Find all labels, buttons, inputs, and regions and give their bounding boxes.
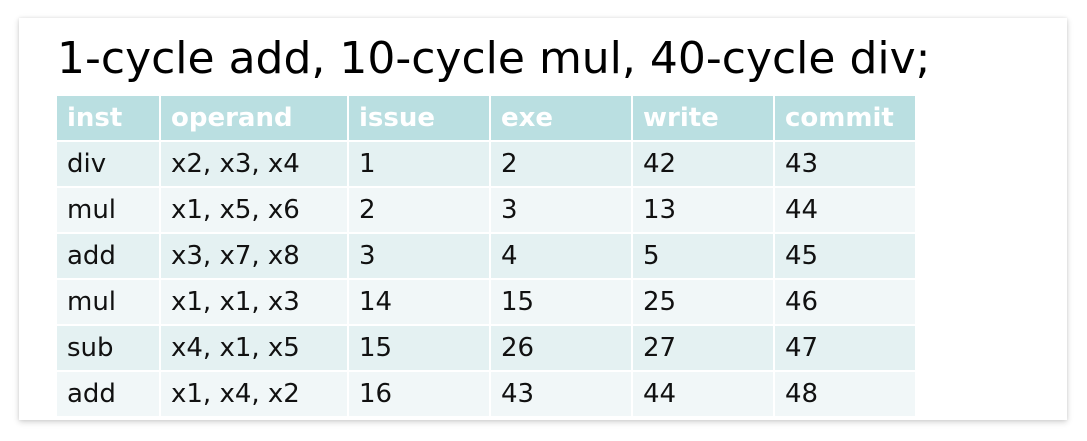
header-exe: exe [491, 96, 631, 140]
cell-write: 13 [633, 188, 773, 232]
cell-issue: 15 [349, 326, 489, 370]
cell-exe: 4 [491, 234, 631, 278]
table-row: add x3, x7, x8 3 4 5 45 [57, 234, 915, 278]
cell-exe: 26 [491, 326, 631, 370]
table-row: sub x4, x1, x5 15 26 27 47 [57, 326, 915, 370]
table-row: div x2, x3, x4 1 2 42 43 [57, 142, 915, 186]
cell-exe: 2 [491, 142, 631, 186]
cell-issue: 16 [349, 372, 489, 416]
cell-write: 44 [633, 372, 773, 416]
table-row: mul x1, x1, x3 14 15 25 46 [57, 280, 915, 324]
cell-operand: x3, x7, x8 [161, 234, 347, 278]
header-write: write [633, 96, 773, 140]
cell-operand: x1, x5, x6 [161, 188, 347, 232]
cell-write: 42 [633, 142, 773, 186]
cell-inst: mul [57, 280, 159, 324]
table-header-row: inst operand issue exe write commit [57, 96, 915, 140]
cell-issue: 1 [349, 142, 489, 186]
instruction-table: inst operand issue exe write commit div … [55, 94, 917, 418]
cell-operand: x1, x4, x2 [161, 372, 347, 416]
table-row: mul x1, x5, x6 2 3 13 44 [57, 188, 915, 232]
cell-exe: 15 [491, 280, 631, 324]
cell-exe: 43 [491, 372, 631, 416]
cell-commit: 46 [775, 280, 915, 324]
cell-commit: 43 [775, 142, 915, 186]
cell-commit: 48 [775, 372, 915, 416]
slide-frame: 1-cycle add, 10-cycle mul, 40-cycle div;… [19, 18, 1067, 420]
cell-inst: mul [57, 188, 159, 232]
header-operand: operand [161, 96, 347, 140]
cell-exe: 3 [491, 188, 631, 232]
cell-operand: x4, x1, x5 [161, 326, 347, 370]
cell-write: 25 [633, 280, 773, 324]
cell-write: 27 [633, 326, 773, 370]
cell-commit: 45 [775, 234, 915, 278]
cell-operand: x1, x1, x3 [161, 280, 347, 324]
header-issue: issue [349, 96, 489, 140]
cell-commit: 47 [775, 326, 915, 370]
cell-inst: add [57, 372, 159, 416]
cell-inst: div [57, 142, 159, 186]
cell-inst: sub [57, 326, 159, 370]
slide-heading: 1-cycle add, 10-cycle mul, 40-cycle div; [57, 33, 931, 84]
cell-write: 5 [633, 234, 773, 278]
header-commit: commit [775, 96, 915, 140]
table-row: add x1, x4, x2 16 43 44 48 [57, 372, 915, 416]
cell-commit: 44 [775, 188, 915, 232]
cell-operand: x2, x3, x4 [161, 142, 347, 186]
cell-issue: 3 [349, 234, 489, 278]
cell-issue: 14 [349, 280, 489, 324]
cell-issue: 2 [349, 188, 489, 232]
cell-inst: add [57, 234, 159, 278]
header-inst: inst [57, 96, 159, 140]
